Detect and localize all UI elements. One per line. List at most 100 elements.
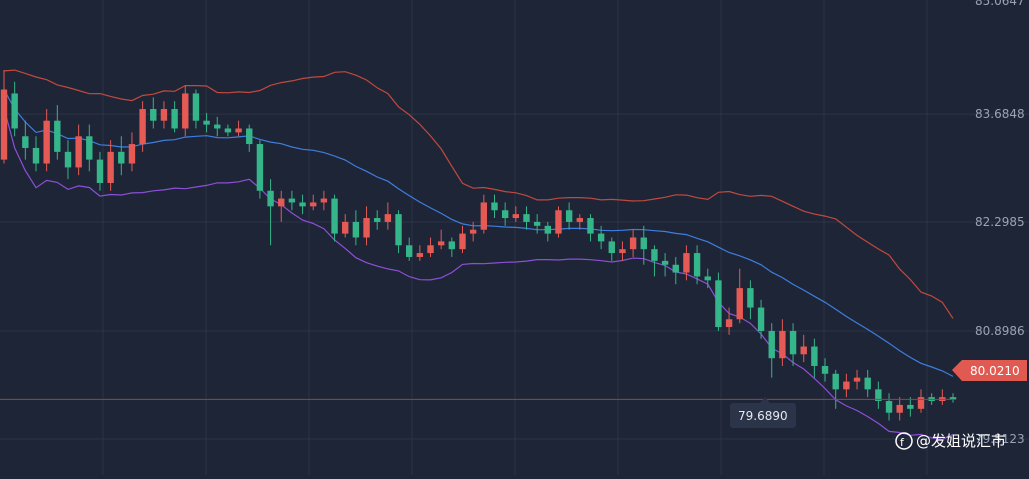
candlestick-series[interactable] (0, 70, 957, 421)
candle[interactable] (203, 112, 210, 133)
candle-body (32, 147, 40, 164)
candle[interactable] (352, 210, 360, 246)
candle[interactable] (139, 101, 146, 152)
candle[interactable] (405, 237, 413, 261)
candle[interactable] (661, 253, 669, 277)
candle[interactable] (310, 194, 317, 211)
candle[interactable] (757, 299, 765, 339)
candle[interactable] (235, 120, 242, 137)
candle[interactable] (597, 225, 605, 250)
candle[interactable] (736, 268, 743, 324)
candle[interactable] (747, 280, 754, 320)
candle[interactable] (0, 70, 8, 164)
candle[interactable] (54, 105, 61, 160)
candle[interactable] (374, 210, 381, 230)
candle-body (853, 377, 861, 382)
candle[interactable] (288, 190, 296, 211)
candle[interactable] (384, 202, 392, 230)
candle[interactable] (214, 116, 221, 137)
candle[interactable] (331, 194, 338, 242)
candle[interactable] (651, 245, 658, 277)
candle[interactable] (118, 136, 125, 176)
candle[interactable] (768, 323, 775, 378)
candle[interactable] (469, 221, 477, 242)
candle[interactable] (192, 89, 200, 129)
candle[interactable] (43, 109, 50, 172)
candle[interactable] (22, 120, 29, 160)
candle[interactable] (949, 393, 957, 403)
candle[interactable] (864, 369, 871, 398)
candle[interactable] (885, 393, 893, 421)
candle[interactable] (875, 381, 882, 409)
candle[interactable] (320, 190, 328, 211)
candle[interactable] (64, 140, 72, 180)
candle[interactable] (32, 136, 40, 172)
candle[interactable] (587, 214, 594, 242)
candle-body (672, 264, 679, 273)
candle[interactable] (224, 124, 232, 137)
candle[interactable] (501, 202, 509, 226)
candle[interactable] (544, 221, 552, 242)
candle[interactable] (811, 338, 818, 378)
candle[interactable] (107, 140, 114, 191)
candle[interactable] (96, 151, 104, 191)
last-price-tag[interactable]: 80.0210 (952, 360, 1027, 381)
candle[interactable] (512, 206, 520, 222)
candle[interactable] (246, 124, 253, 152)
candle[interactable] (821, 358, 829, 382)
candle[interactable] (171, 101, 178, 133)
candle[interactable] (555, 206, 562, 238)
candle[interactable] (704, 268, 711, 289)
candle[interactable] (86, 124, 93, 172)
candle[interactable] (150, 97, 157, 129)
candle[interactable] (672, 256, 679, 285)
candle[interactable] (160, 101, 168, 129)
price-tick: 82.2985 (975, 215, 1025, 229)
lowest-price-marker[interactable]: 79.6890 (730, 397, 796, 428)
candle[interactable] (342, 214, 349, 238)
candle[interactable] (11, 81, 18, 137)
candle[interactable] (459, 225, 466, 254)
candle-body (587, 218, 594, 234)
candle[interactable] (779, 319, 786, 366)
candle[interactable] (725, 307, 733, 335)
candle[interactable] (683, 245, 690, 281)
candle[interactable] (427, 237, 434, 257)
candle[interactable] (832, 369, 839, 409)
candle[interactable] (448, 237, 456, 257)
candle[interactable] (395, 210, 402, 254)
candle[interactable] (853, 369, 861, 390)
candle[interactable] (565, 202, 573, 230)
candle[interactable] (182, 85, 189, 137)
candle[interactable] (843, 373, 850, 398)
candle[interactable] (278, 190, 285, 222)
candle[interactable] (416, 245, 424, 261)
candle[interactable] (800, 334, 807, 363)
price-axis[interactable]: 85.0647 83.6848 82.2985 80.8986 79.5123 (975, 0, 1025, 446)
candle[interactable] (523, 206, 530, 230)
candle[interactable] (693, 245, 701, 285)
candle[interactable] (619, 241, 626, 261)
candle[interactable] (267, 179, 274, 246)
candle[interactable] (128, 132, 136, 172)
candle[interactable] (299, 194, 306, 215)
candle[interactable] (75, 124, 82, 176)
candle[interactable] (608, 237, 615, 261)
candle[interactable] (907, 397, 914, 417)
candle[interactable] (363, 206, 370, 246)
candle[interactable] (576, 214, 583, 230)
candle[interactable] (917, 389, 925, 413)
candle[interactable] (629, 229, 637, 257)
candle[interactable] (480, 194, 488, 234)
candle[interactable] (640, 225, 647, 265)
candle[interactable] (533, 214, 541, 234)
candle[interactable] (256, 140, 264, 199)
candle[interactable] (896, 397, 903, 421)
candle[interactable] (789, 323, 797, 366)
candle[interactable] (715, 272, 722, 331)
candle[interactable] (437, 229, 445, 250)
candle-body (811, 346, 818, 366)
candle[interactable] (491, 194, 498, 219)
